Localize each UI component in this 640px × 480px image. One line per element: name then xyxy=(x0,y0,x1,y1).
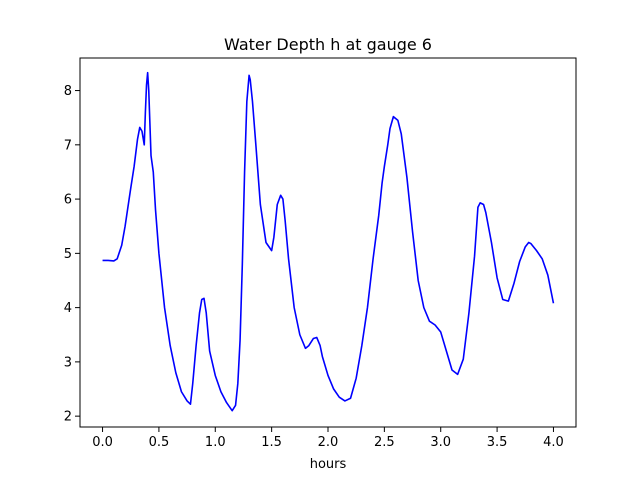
x-axis: 0.0 0.5 1.0 1.5 2.0 2.5 3.0 3.5 4.0 xyxy=(92,427,564,450)
x-tick-label: 0.5 xyxy=(149,435,170,450)
x-tick-label: 1.0 xyxy=(205,435,226,450)
x-tick-label: 2.0 xyxy=(318,435,339,450)
y-tick-label: 3 xyxy=(64,355,72,370)
y-tick-label: 6 xyxy=(64,193,72,208)
x-tick-label: 0.0 xyxy=(92,435,113,450)
y-axis: 2 3 4 5 6 7 8 xyxy=(64,84,80,425)
chart-title: Water Depth h at gauge 6 xyxy=(224,35,432,54)
x-tick-label: 3.0 xyxy=(430,435,451,450)
y-tick-label: 7 xyxy=(64,138,72,153)
series-line xyxy=(102,71,555,412)
x-tick-label: 1.5 xyxy=(261,435,282,450)
y-tick-label: 8 xyxy=(64,84,72,99)
y-tick-label: 4 xyxy=(64,301,72,316)
x-axis-label: hours xyxy=(310,457,347,472)
x-tick-label: 4.0 xyxy=(543,435,564,450)
x-tick-label: 3.5 xyxy=(487,435,508,450)
y-tick-label: 5 xyxy=(64,247,72,262)
x-tick-label: 2.5 xyxy=(374,435,395,450)
y-tick-label: 2 xyxy=(64,410,72,425)
